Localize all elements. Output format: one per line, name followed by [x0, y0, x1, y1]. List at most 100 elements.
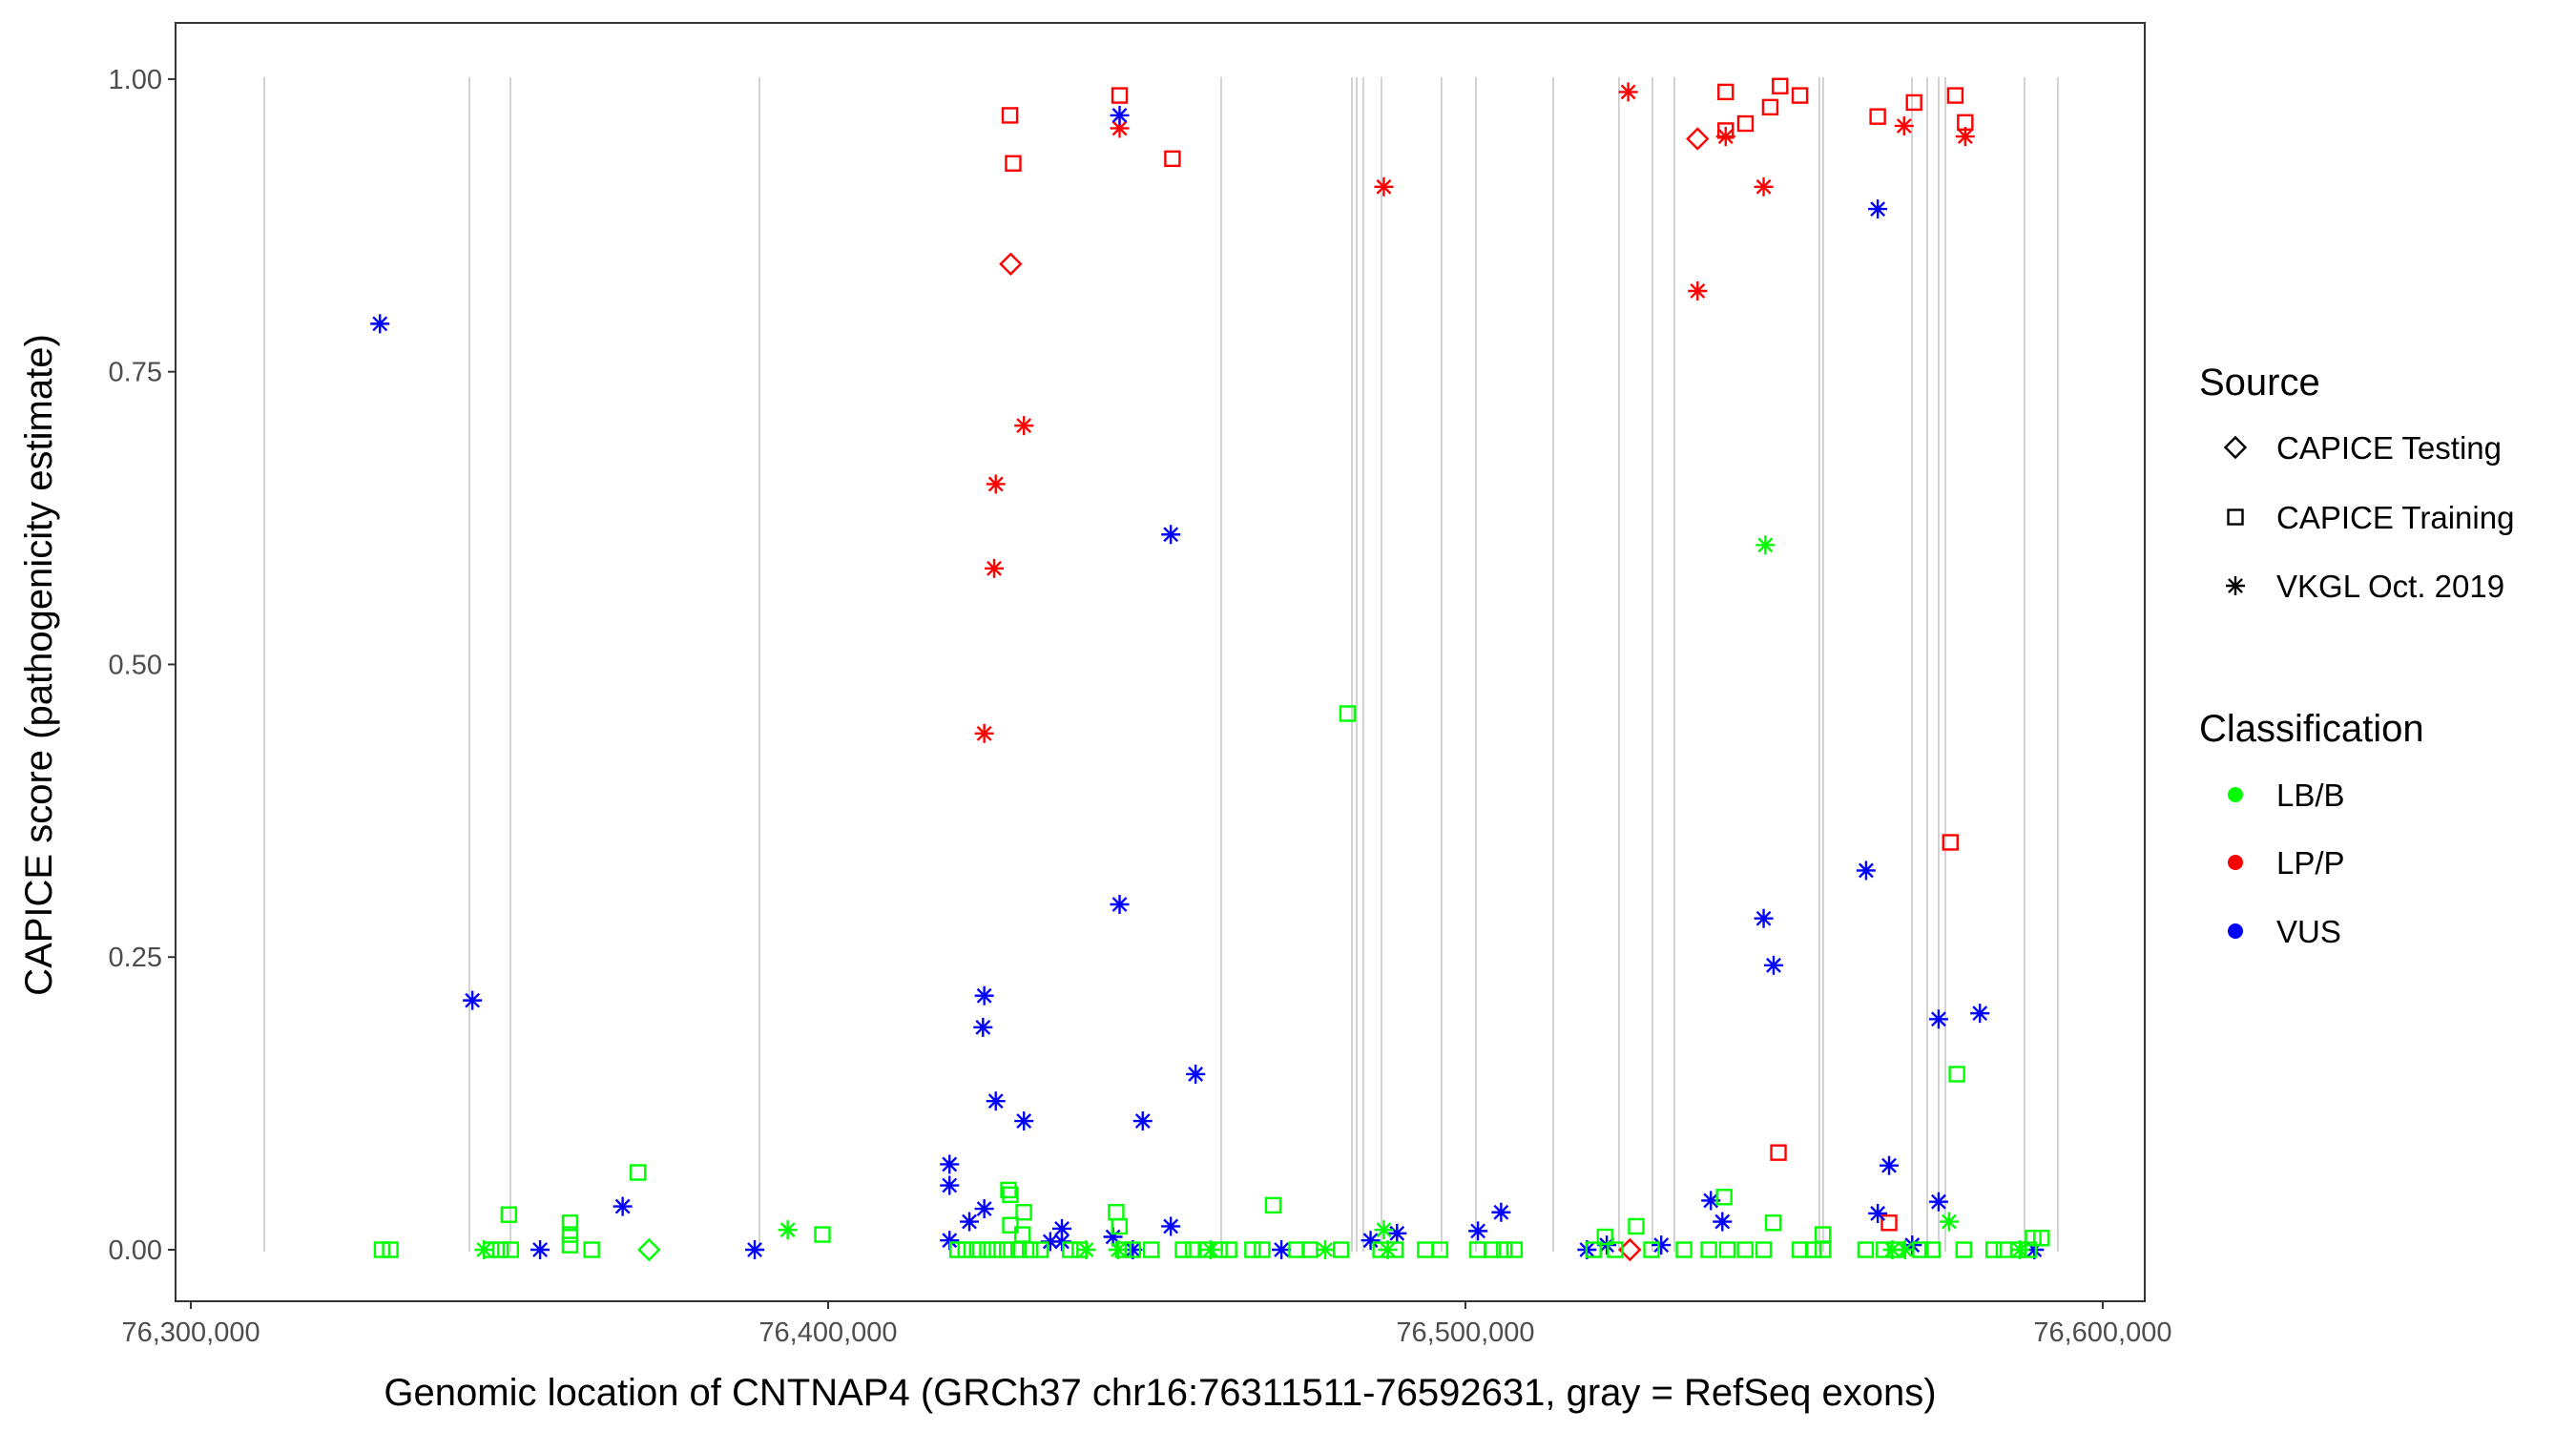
data-point: [1894, 115, 1914, 135]
data-point: [1928, 1009, 1948, 1029]
data-point: [1264, 1196, 1282, 1214]
data-point: [1031, 1241, 1049, 1258]
data-point: [1763, 955, 1783, 975]
data-point: [1164, 150, 1181, 168]
data-point: [1715, 1189, 1733, 1206]
data-point: [1791, 87, 1809, 104]
data-point: [637, 1237, 661, 1262]
data-point: [1736, 114, 1755, 133]
data-point: [1200, 1240, 1220, 1260]
data-point: [979, 1241, 996, 1258]
data-point: [1717, 83, 1735, 101]
data-point: [974, 985, 994, 1006]
exon-lines: [263, 76, 2059, 1253]
data-point: [1700, 1241, 1717, 1258]
data-point: [1628, 1217, 1645, 1235]
data-point: [1014, 1226, 1031, 1243]
data-point: [1002, 1216, 1019, 1234]
data-point: [1585, 1241, 1602, 1258]
data-point: [974, 723, 994, 743]
plot-panel-border: [175, 22, 2146, 1302]
data-point: [1770, 1144, 1787, 1161]
data-point: [986, 1091, 1006, 1111]
y-axis: 0.00 0.25 0.50 0.75 1.00: [109, 65, 176, 1266]
data-point: [1814, 1226, 1832, 1243]
x-tick-label: 76,300,000: [121, 1317, 260, 1348]
data-point: [1174, 1241, 1192, 1258]
legend-source-label: CAPICE Training: [2276, 500, 2514, 535]
data-point: [1185, 1241, 1202, 1258]
data-point: [1002, 1186, 1019, 1204]
x-tick-label: 76,400,000: [758, 1317, 897, 1348]
data-point: [1374, 1220, 1394, 1240]
data-point: [998, 1241, 1016, 1258]
data-point: [1857, 1241, 1875, 1258]
data-point: [561, 1226, 579, 1243]
y-tick-label: 0.75: [109, 358, 162, 388]
data-point: [500, 1206, 518, 1223]
data-point: [1596, 1228, 1613, 1246]
data-points: [370, 77, 2050, 1262]
data-point: [629, 1164, 647, 1181]
legend: Source CAPICE Testing CAPICE Training VKGL…: [2199, 362, 2514, 949]
data-point: [1220, 1241, 1237, 1258]
data-point: [1868, 199, 1888, 219]
data-point: [1161, 1216, 1181, 1236]
data-point: [561, 1214, 579, 1232]
data-point: [1111, 1217, 1128, 1235]
data-point: [999, 252, 1023, 276]
data-point: [1186, 1064, 1206, 1084]
data-point: [530, 1240, 551, 1260]
data-point: [2010, 1240, 2030, 1260]
data-point: [1880, 1214, 1898, 1232]
data-point: [370, 314, 390, 334]
data-point: [1946, 87, 1964, 104]
data-point: [814, 1226, 831, 1243]
data-point: [1374, 176, 1394, 197]
data-point: [1142, 1241, 1160, 1258]
data-point: [1939, 1212, 1959, 1232]
data-point: [1387, 1223, 1407, 1243]
data-point: [1111, 87, 1129, 104]
data-point: [1675, 1241, 1693, 1258]
legend-class-label: LP/P: [2276, 845, 2345, 881]
data-point: [1491, 1202, 1511, 1222]
data-point: [745, 1240, 765, 1260]
legend-key-dot-icon: [2228, 923, 2243, 939]
data-point: [1132, 1111, 1153, 1131]
data-point: [1361, 1231, 1381, 1251]
data-point: [1895, 1240, 1915, 1260]
data-point: [613, 1196, 633, 1216]
data-point: [1244, 1241, 1261, 1258]
data-point: [1755, 535, 1776, 555]
legend-source-label: VKGL Oct. 2019: [2276, 569, 2504, 604]
legend-source-label: CAPICE Testing: [2276, 430, 2502, 466]
data-point: [583, 1241, 600, 1258]
data-point: [463, 990, 483, 1010]
data-point: [957, 1241, 974, 1258]
data-point: [968, 1241, 986, 1258]
data-point: [974, 1199, 994, 1219]
data-point: [1754, 908, 1774, 928]
data-point: [1905, 93, 1922, 112]
data-point: [1955, 127, 1975, 147]
data-point: [1928, 1192, 1948, 1212]
data-point: [474, 1240, 494, 1260]
data-point: [1970, 1004, 1990, 1024]
legend-key-asterisk-icon: [2226, 576, 2245, 595]
y-tick-label: 0.25: [109, 943, 162, 973]
data-point: [1772, 77, 1789, 94]
legend-source-title: Source: [2199, 362, 2320, 404]
data-point: [1316, 1240, 1336, 1260]
legend-class-label: LB/B: [2276, 778, 2345, 813]
data-point: [1000, 1181, 1017, 1199]
data-point: [960, 1212, 980, 1232]
data-point: [1108, 1240, 1128, 1260]
y-tick-label: 0.50: [109, 650, 162, 680]
data-point: [1948, 1066, 1965, 1083]
data-point: [1736, 1241, 1754, 1258]
data-point: [1688, 281, 1708, 301]
legend-classification-title: Classification: [2199, 708, 2424, 750]
